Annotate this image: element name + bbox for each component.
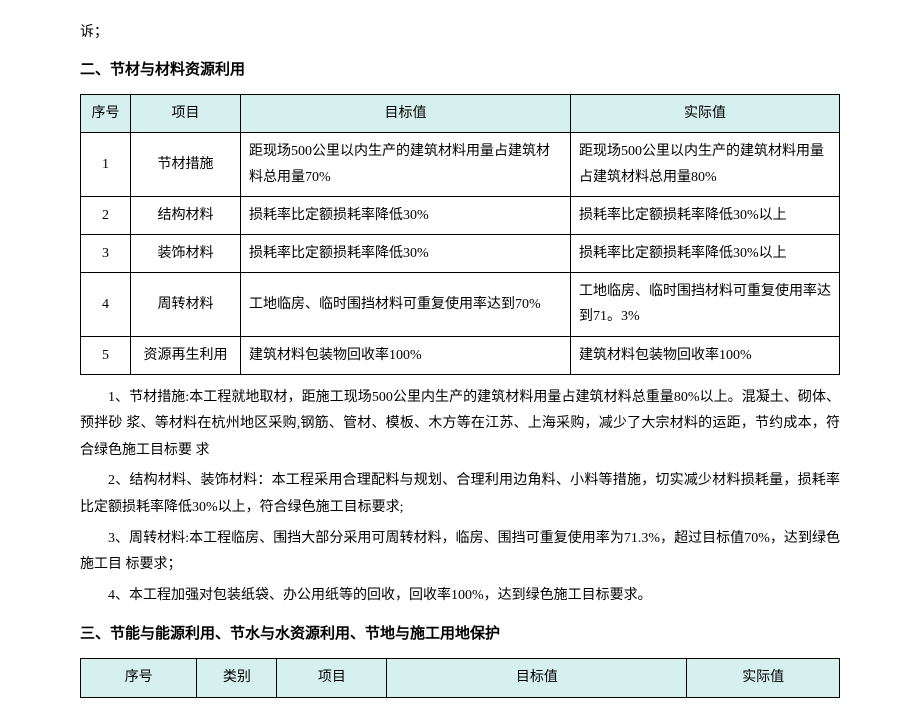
th3-proj: 项目 bbox=[277, 659, 387, 697]
th-actual: 实际值 bbox=[571, 95, 840, 133]
th-proj: 项目 bbox=[131, 95, 241, 133]
cell-seq: 3 bbox=[81, 234, 131, 272]
table-row: 2结构材料损耗率比定额损耗率降低30%损耗率比定额损耗率降低30%以上 bbox=[81, 196, 840, 234]
cell-proj: 节材措施 bbox=[131, 133, 241, 196]
table-row: 5资源再生利用建筑材料包装物回收率100%建筑材料包装物回收率100% bbox=[81, 336, 840, 374]
cell-actual: 建筑材料包装物回收率100% bbox=[571, 336, 840, 374]
cell-target: 距现场500公里以内生产的建筑材料用量占建筑材料总用量70% bbox=[241, 133, 571, 196]
table-section3: 序号 类别 项目 目标值 实际值 bbox=[80, 658, 840, 697]
cell-actual: 损耗率比定额损耗率降低30%以上 bbox=[571, 196, 840, 234]
table-row: 1节材措施距现场500公里以内生产的建筑材料用量占建筑材料总用量70%距现场50… bbox=[81, 133, 840, 196]
paragraph: 1、节材措施:本工程就地取材，距施工现场500公里内生产的建筑材料用量占建筑材料… bbox=[80, 385, 840, 465]
cell-seq: 4 bbox=[81, 273, 131, 336]
table-row: 4周转材料工地临房、临时围挡材料可重复使用率达到70%工地临房、临时围挡材料可重… bbox=[81, 273, 840, 336]
cell-actual: 损耗率比定额损耗率降低30%以上 bbox=[571, 234, 840, 272]
cell-actual: 距现场500公里以内生产的建筑材料用量占建筑材料总用量80% bbox=[571, 133, 840, 196]
cell-target: 损耗率比定额损耗率降低30% bbox=[241, 196, 571, 234]
cell-target: 损耗率比定额损耗率降低30% bbox=[241, 234, 571, 272]
section3-heading: 三、节能与能源利用、节水与水资源利用、节地与施工用地保护 bbox=[80, 621, 840, 648]
table-header-row: 序号 项目 目标值 实际值 bbox=[81, 95, 840, 133]
table-row: 3装饰材料损耗率比定额损耗率降低30%损耗率比定额损耗率降低30%以上 bbox=[81, 234, 840, 272]
paragraph: 2、结构材料、装饰材料：本工程采用合理配料与规划、合理利用边角料、小料等措施，切… bbox=[80, 468, 840, 521]
th3-cat: 类别 bbox=[197, 659, 277, 697]
cell-proj: 装饰材料 bbox=[131, 234, 241, 272]
cell-seq: 1 bbox=[81, 133, 131, 196]
paragraph: 4、本工程加强对包装纸袋、办公用纸等的回收，回收率100%，达到绿色施工目标要求… bbox=[80, 583, 840, 610]
cell-target: 工地临房、临时围挡材料可重复使用率达到70% bbox=[241, 273, 571, 336]
paragraph: 3、周转材料:本工程临房、围挡大部分采用可周转材料，临房、围挡可重复使用率为71… bbox=[80, 526, 840, 579]
cell-actual: 工地临房、临时围挡材料可重复使用率达到71。3% bbox=[571, 273, 840, 336]
cell-proj: 资源再生利用 bbox=[131, 336, 241, 374]
th-seq: 序号 bbox=[81, 95, 131, 133]
th3-target: 目标值 bbox=[387, 659, 687, 697]
th-target: 目标值 bbox=[241, 95, 571, 133]
top-fragment: 诉； bbox=[80, 20, 840, 45]
cell-target: 建筑材料包装物回收率100% bbox=[241, 336, 571, 374]
th3-seq: 序号 bbox=[81, 659, 197, 697]
cell-seq: 5 bbox=[81, 336, 131, 374]
cell-proj: 周转材料 bbox=[131, 273, 241, 336]
table-section2: 序号 项目 目标值 实际值 1节材措施距现场500公里以内生产的建筑材料用量占建… bbox=[80, 94, 840, 375]
cell-seq: 2 bbox=[81, 196, 131, 234]
th3-actual: 实际值 bbox=[687, 659, 840, 697]
table3-header-row: 序号 类别 项目 目标值 实际值 bbox=[81, 659, 840, 697]
section2-heading: 二、节材与材料资源利用 bbox=[80, 57, 840, 84]
cell-proj: 结构材料 bbox=[131, 196, 241, 234]
